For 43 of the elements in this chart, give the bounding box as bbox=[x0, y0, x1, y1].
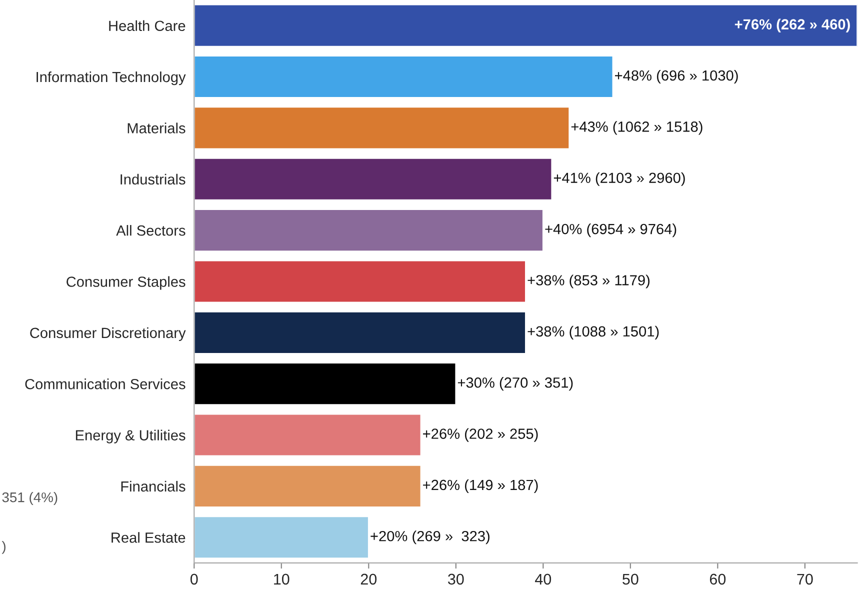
x-tick-label: 70 bbox=[797, 574, 813, 585]
data-label: +76% (262 » 460) bbox=[734, 18, 850, 32]
x-tick-label: 10 bbox=[274, 574, 290, 585]
bar bbox=[194, 362, 457, 406]
bar bbox=[194, 208, 544, 252]
y-tick-label: Consumer Discretionary bbox=[30, 327, 186, 341]
bar bbox=[194, 55, 614, 98]
data-label: +38% (1088 » 1501) bbox=[528, 326, 659, 340]
x-tick-label: 40 bbox=[535, 574, 552, 585]
y-tick-label: Communication Services bbox=[25, 378, 186, 390]
y-tick-label: Financials bbox=[121, 480, 186, 492]
bar bbox=[194, 4, 858, 48]
bar bbox=[194, 106, 570, 150]
data-label: +41% (2103 » 2960) bbox=[554, 172, 685, 186]
x-tick-label: 60 bbox=[710, 574, 726, 585]
data-label: +30% (270 » 351) bbox=[458, 377, 573, 391]
x-tick-label: 20 bbox=[360, 574, 377, 585]
text: 351 (4%) bbox=[2, 492, 58, 505]
data-label: +20% (269 » 323) bbox=[370, 530, 490, 544]
bar bbox=[194, 464, 422, 508]
data-label: +38% (853 » 1179) bbox=[528, 274, 650, 288]
bar bbox=[194, 310, 526, 354]
data-label: +26% (149 » 187) bbox=[423, 479, 538, 493]
bar bbox=[194, 413, 422, 457]
bar bbox=[194, 157, 553, 201]
y-tick-label: Health Care bbox=[109, 20, 186, 32]
y-tick-label: Information Technology bbox=[36, 71, 186, 86]
data-label: +43% (1062 » 1518) bbox=[571, 121, 702, 135]
y-tick-label: All Sectors bbox=[116, 225, 186, 236]
y-tick-label: Materials bbox=[128, 122, 186, 134]
data-label: +48% (696 » 1030) bbox=[615, 70, 738, 84]
text: ) bbox=[2, 540, 6, 554]
x-tick-label: 50 bbox=[622, 574, 638, 585]
data-label: +26% (202 » 255) bbox=[423, 428, 538, 442]
data-label: +40% (6954 » 9764) bbox=[545, 224, 676, 238]
x-tick-label: 0 bbox=[190, 574, 198, 585]
bar bbox=[194, 516, 370, 560]
y-tick-label: Energy & Utilities bbox=[76, 430, 186, 444]
y-tick-label: Real Estate bbox=[112, 532, 186, 543]
x-tick-label: 30 bbox=[448, 574, 464, 585]
bar bbox=[194, 260, 526, 304]
y-tick-label: Consumer Staples bbox=[66, 276, 186, 290]
y-tick-label: Industrials bbox=[120, 174, 186, 185]
